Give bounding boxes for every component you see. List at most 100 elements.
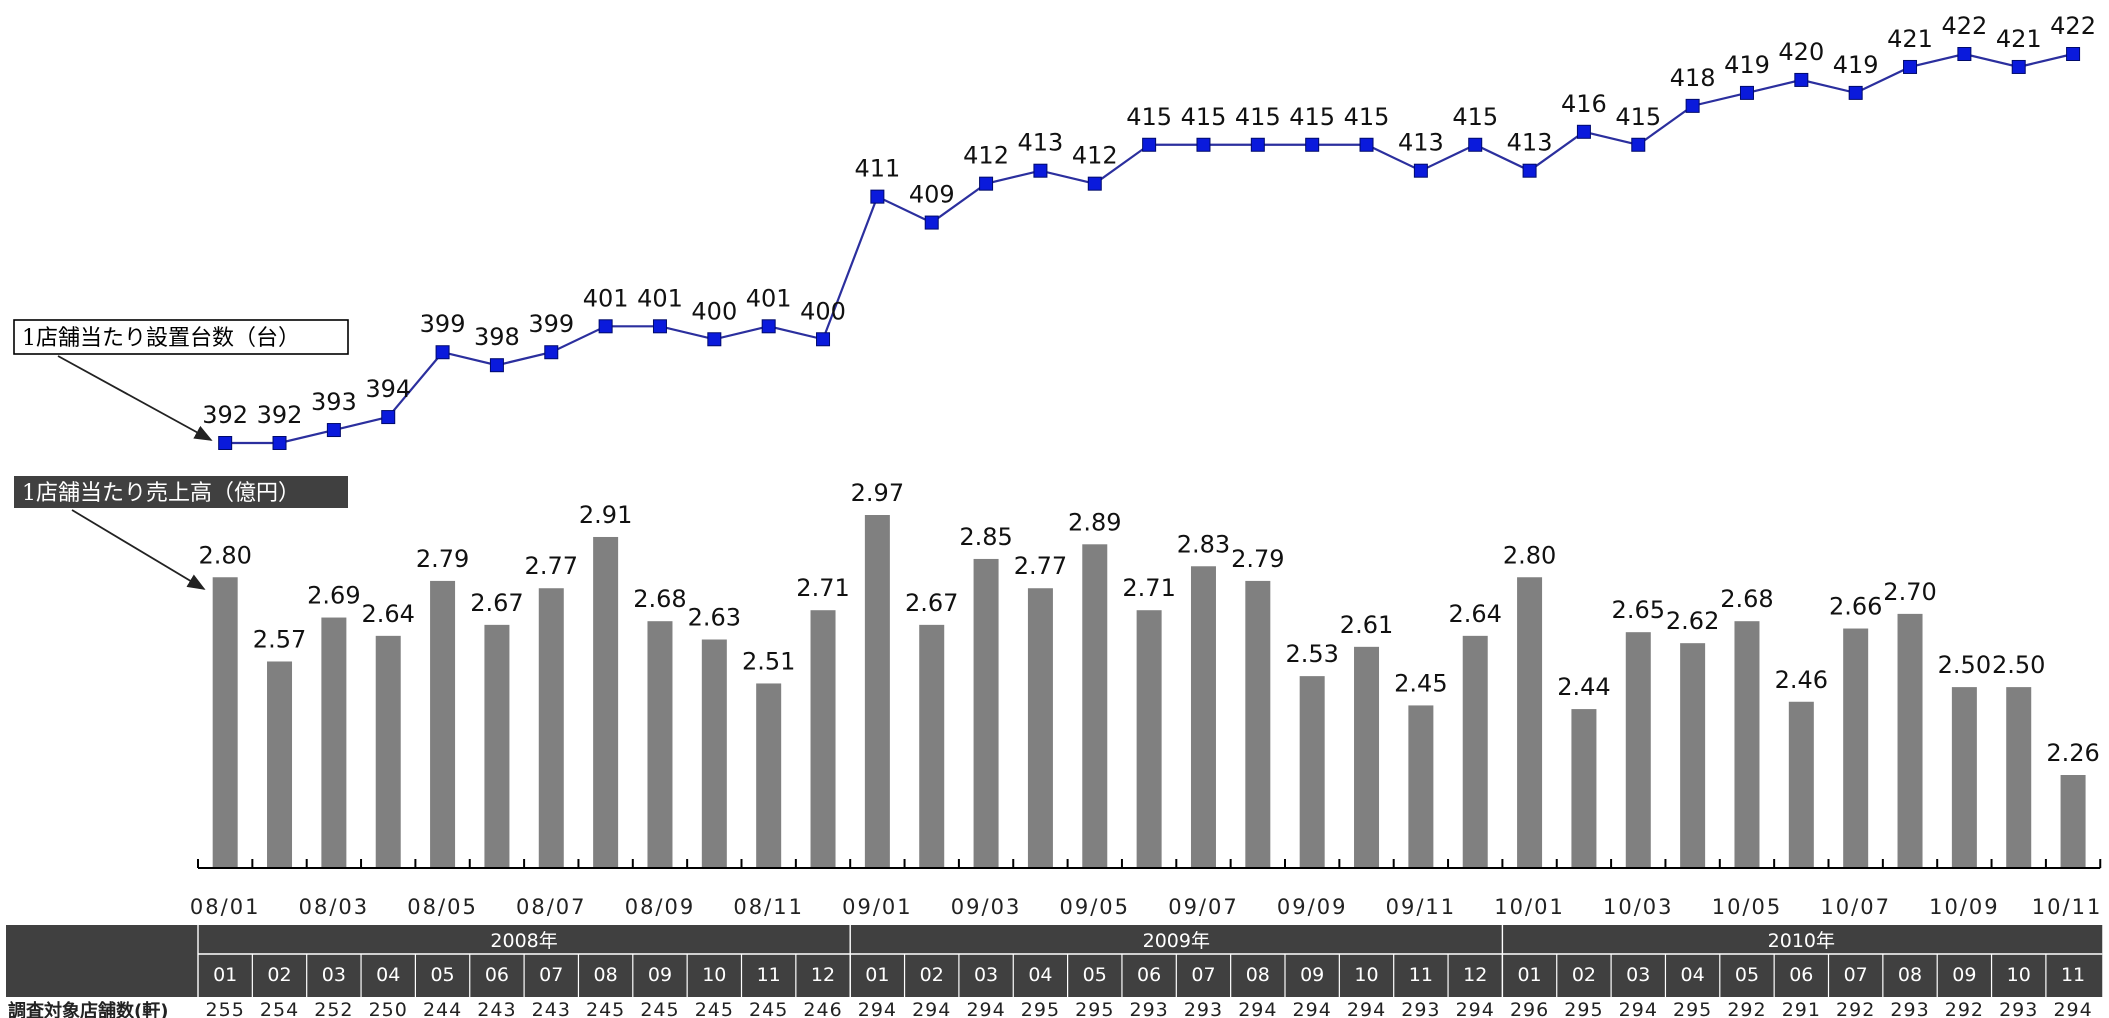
bar <box>1408 705 1434 868</box>
month-label: 01 <box>1517 964 1541 986</box>
store-count-value: 292 <box>1945 999 1984 1018</box>
bar <box>1951 687 1977 868</box>
month-label: 06 <box>485 964 509 986</box>
store-count-value: 243 <box>532 999 571 1018</box>
bar-value-label: 2.79 <box>1231 545 1284 573</box>
store-count-row-label: 調査対象店舗数(軒) <box>8 1000 168 1018</box>
line-marker <box>761 319 776 334</box>
line-marker <box>1739 85 1754 100</box>
line-marker <box>544 345 559 360</box>
line-marker <box>924 215 939 230</box>
line-marker <box>870 189 885 204</box>
x-tick-label: 08/11 <box>733 895 804 919</box>
bar <box>484 624 510 868</box>
store-count-value: 246 <box>803 999 842 1018</box>
month-label: 10 <box>702 964 726 986</box>
bar-value-label: 2.77 <box>1014 552 1067 580</box>
bar-value-label: 2.62 <box>1666 607 1719 635</box>
line-marker <box>1305 137 1320 152</box>
line-value-label: 416 <box>1561 90 1607 118</box>
bar <box>1571 709 1597 868</box>
bar-value-label: 2.66 <box>1829 593 1882 621</box>
x-tick-label: 09/01 <box>842 895 913 919</box>
store-count-value: 294 <box>2053 999 2092 1018</box>
bar-value-label: 2.77 <box>525 552 578 580</box>
bar <box>1354 646 1380 868</box>
line-marker <box>1631 137 1646 152</box>
store-count-value: 295 <box>1021 999 1060 1018</box>
x-tick-label: 10/03 <box>1603 895 1674 919</box>
bar <box>864 515 890 868</box>
bar-value-label: 2.57 <box>253 625 306 653</box>
bar-value-label: 2.53 <box>1285 640 1338 668</box>
line-marker <box>1794 72 1809 87</box>
line-value-label: 415 <box>1344 103 1390 131</box>
month-label: 03 <box>974 964 998 986</box>
bar <box>1788 701 1814 868</box>
x-tick-label: 09/09 <box>1277 895 1348 919</box>
bar-value-label: 2.44 <box>1557 673 1610 701</box>
bar <box>375 635 401 868</box>
store-count-value: 296 <box>1510 999 1549 1018</box>
bar-series: 2.802.572.692.642.792.672.772.912.682.63… <box>198 479 2100 868</box>
x-tick-label: 10/07 <box>1820 895 1891 919</box>
line-marker <box>1087 176 1102 191</box>
month-label: 10 <box>2007 964 2031 986</box>
line-marker <box>1848 85 1863 100</box>
bar-value-label: 2.71 <box>796 574 849 602</box>
line-value-label: 415 <box>1289 103 1335 131</box>
bar <box>1027 588 1053 868</box>
line-value-label: 421 <box>1887 25 1933 53</box>
bar-value-label: 2.67 <box>470 589 523 617</box>
line-marker <box>707 332 722 347</box>
month-label: 06 <box>1137 964 1161 986</box>
month-label: 08 <box>594 964 618 986</box>
bar <box>1843 628 1869 868</box>
store-count-value: 245 <box>586 999 625 1018</box>
line-value-label: 415 <box>1615 103 1661 131</box>
bar-value-label: 2.50 <box>1992 651 2045 679</box>
x-tick-label: 09/05 <box>1060 895 1131 919</box>
line-value-label: 401 <box>637 284 683 312</box>
bar-value-label: 2.83 <box>1177 530 1230 558</box>
bar-value-label: 2.67 <box>905 589 958 617</box>
line-marker <box>1359 137 1374 152</box>
bar-value-label: 2.68 <box>1720 585 1773 613</box>
bar <box>2060 775 2086 868</box>
month-label: 04 <box>376 964 400 986</box>
bar-value-label: 2.91 <box>579 501 632 529</box>
line-value-label: 415 <box>1126 103 1172 131</box>
line-value-label: 422 <box>1941 12 1987 40</box>
line-value-label: 413 <box>1018 129 1064 157</box>
store-count-value: 294 <box>1293 999 1332 1018</box>
store-count-value: 245 <box>640 999 679 1018</box>
bar-value-label: 2.46 <box>1775 666 1828 694</box>
bar <box>212 577 238 868</box>
bar-value-label: 2.70 <box>1883 578 1936 606</box>
bar <box>1082 544 1108 868</box>
bar-value-label: 2.79 <box>416 545 469 573</box>
bar-value-label: 2.89 <box>1068 508 1121 536</box>
line-legend-label: 1店舗当たり設置台数（台） <box>22 326 300 351</box>
month-label: 12 <box>1463 964 1487 986</box>
line-marker <box>1196 137 1211 152</box>
bar-legend-box <box>14 476 348 508</box>
line-value-label: 392 <box>257 401 303 429</box>
line-marker <box>218 436 233 450</box>
x-tick-label: 10/05 <box>1712 895 1783 919</box>
bar <box>321 617 347 868</box>
x-tick-label: 08/03 <box>299 895 370 919</box>
month-label: 01 <box>213 964 237 986</box>
line-marker <box>2011 59 2026 74</box>
legends: 1店舗当たり設置台数（台） 1店舗当たり売上高（億円） <box>13 319 349 590</box>
month-label: 04 <box>1028 964 1052 986</box>
bar <box>1136 610 1162 868</box>
month-label: 11 <box>757 964 781 986</box>
line-value-label: 413 <box>1507 129 1553 157</box>
bar <box>756 683 782 868</box>
month-label: 12 <box>811 964 835 986</box>
month-label: 03 <box>1626 964 1650 986</box>
line-marker <box>1903 59 1918 74</box>
month-label: 03 <box>322 964 346 986</box>
line-marker <box>489 358 504 373</box>
